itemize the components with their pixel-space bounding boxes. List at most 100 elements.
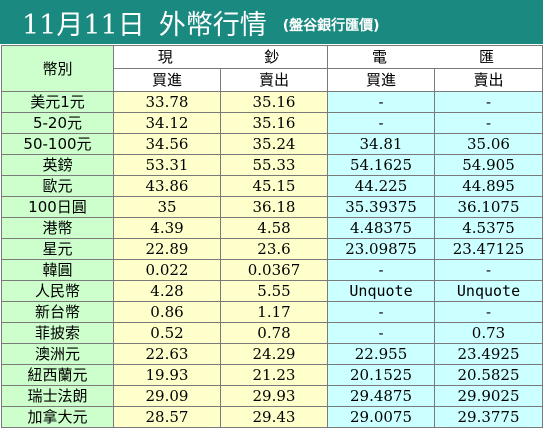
spot-sell-cell: 23.4925 — [434, 343, 543, 365]
cash-group-char-1: 現 — [157, 48, 177, 66]
spot-sell-cell: 54.905 — [434, 154, 543, 176]
currency-name-cell: 100日圓 — [1, 196, 114, 218]
currency-name-cell: 50-100元 — [1, 133, 114, 155]
cash-sell-cell: 23.6 — [220, 238, 328, 260]
spot-sell-cell: 4.5375 — [434, 217, 543, 239]
spot-buy-cell: 4.48375 — [327, 217, 435, 239]
currency-name-cell: 歐元 — [1, 175, 114, 197]
spot-sell-cell: 36.1075 — [434, 196, 543, 218]
currency-name-cell: 港幣 — [1, 217, 114, 239]
table-row: 瑞士法朗 29.09 29.93 29.4875 29.9025 — [1, 385, 543, 407]
rates-table-body: 美元1元 33.78 35.16- -5-20元 34.12 35.16- -50-100元… — [1, 91, 543, 428]
table-row: 韓圓 0.022 0.0367- - — [1, 259, 543, 281]
spot-sell-cell: 35.06 — [434, 133, 543, 155]
cash-sell-cell: 35.16 — [220, 112, 328, 134]
currency-name-cell: 瑞士法朗 — [1, 385, 114, 407]
table-row: 港幣 4.39 4.58 4.48375 4.5375 — [1, 217, 543, 239]
cash-buy-header: 買進 — [113, 68, 221, 92]
spot-group-char-2: 匯 — [478, 48, 498, 66]
cash-sell-cell: 1.17 — [220, 301, 328, 323]
cash-sell-cell: 4.58 — [220, 217, 328, 239]
currency-name-cell: 5-20元 — [1, 112, 114, 134]
spot-sell-cell: 29.3775 — [434, 406, 543, 428]
table-row: 5-20元 34.12 35.16- - — [1, 112, 543, 134]
spot-buy-cell: 29.4875 — [327, 385, 435, 407]
spot-group-char-1: 電 — [371, 48, 391, 66]
table-row: 加拿大元 28.57 29.43 29.0075 29.3775 — [1, 406, 543, 428]
cash-sell-cell: 5.55 — [220, 280, 328, 302]
currency-name-cell: 美元1元 — [1, 91, 114, 113]
table-row: 100日圓 35 36.18 35.39375 36.1075 — [1, 196, 543, 218]
table-row: 人民幣 4.28 5.55 Unquote Unquote — [1, 280, 543, 302]
table-row: 英鎊 53.31 55.33 54.1625 54.905 — [1, 154, 543, 176]
table-row: 紐西蘭元 19.93 21.23 20.1525 20.5825 — [1, 364, 543, 386]
rates-table: 幣別 現 鈔 電 匯 買進 賣出 買進 賣出 — [1, 45, 543, 428]
cash-buy-cell: 43.86 — [113, 175, 221, 197]
currency-name-cell: 星元 — [1, 238, 114, 260]
cash-buy-cell: 33.78 — [113, 91, 221, 113]
spot-sell-cell: 20.5825 — [434, 364, 543, 386]
spot-buy-cell: - — [327, 112, 435, 134]
cash-sell-cell: 45.15 — [220, 175, 328, 197]
cash-buy-cell: 22.89 — [113, 238, 221, 260]
spot-buy-cell: 34.81 — [327, 133, 435, 155]
table-row: 星元 22.89 23.6 23.09875 23.47125 — [1, 238, 543, 260]
currency-name-cell: 菲披索 — [1, 322, 114, 344]
spot-sell-cell: 23.47125 — [434, 238, 543, 260]
spot-sell-cell: 29.9025 — [434, 385, 543, 407]
cash-sell-cell: 29.43 — [220, 406, 328, 428]
title-date: 11月11日 — [22, 9, 145, 41]
spot-buy-cell: 35.39375 — [327, 196, 435, 218]
cash-sell-cell: 35.16 — [220, 91, 328, 113]
cash-sell-cell: 0.78 — [220, 322, 328, 344]
cash-buy-cell: 35 — [113, 196, 221, 218]
spot-buy-cell: - — [327, 301, 435, 323]
spot-buy-cell: 54.1625 — [327, 154, 435, 176]
cash-sell-header: 賣出 — [220, 68, 328, 92]
currency-column-header: 幣別 — [1, 45, 114, 92]
spot-buy-cell: 20.1525 — [327, 364, 435, 386]
cash-buy-cell: 34.12 — [113, 112, 221, 134]
spot-buy-cell: - — [327, 322, 435, 344]
currency-name-cell: 人民幣 — [1, 280, 114, 302]
table-row: 歐元 43.86 45.15 44.225 44.895 — [1, 175, 543, 197]
table-row: 美元1元 33.78 35.16- - — [1, 91, 543, 113]
spot-buy-cell: - — [327, 259, 435, 281]
header-row-subcolumns: 買進 賣出 買進 賣出 — [2, 68, 543, 92]
title-source: (盤谷銀行匯價) — [282, 18, 380, 34]
cash-buy-cell: 28.57 — [113, 406, 221, 428]
title-bar: 11月11日 外幣行情 (盤谷銀行匯價) — [0, 0, 543, 44]
spot-sell-header: 賣出 — [434, 68, 543, 92]
spot-buy-cell: 22.955 — [327, 343, 435, 365]
cash-sell-cell: 24.29 — [220, 343, 328, 365]
cash-buy-cell: 53.31 — [113, 154, 221, 176]
cash-group-char-2: 鈔 — [264, 48, 284, 66]
cash-sell-cell: 0.0367 — [220, 259, 328, 281]
cash-buy-cell: 19.93 — [113, 364, 221, 386]
spot-sell-cell: Unquote — [434, 280, 543, 302]
table-row: 澳洲元 22.63 24.29 22.955 23.4925 — [1, 343, 543, 365]
table-row: 50-100元 34.56 35.24 34.81 35.06 — [1, 133, 543, 155]
spot-sell-cell: - — [434, 112, 543, 134]
cash-buy-cell: 22.63 — [113, 343, 221, 365]
currency-name-cell: 澳洲元 — [1, 343, 114, 365]
spot-buy-cell: 29.0075 — [327, 406, 435, 428]
cash-buy-cell: 0.022 — [113, 259, 221, 281]
cash-sell-cell: 29.93 — [220, 385, 328, 407]
cash-sell-cell: 55.33 — [220, 154, 328, 176]
cash-sell-cell: 21.23 — [220, 364, 328, 386]
spot-sell-cell: 44.895 — [434, 175, 543, 197]
currency-name-cell: 英鎊 — [1, 154, 114, 176]
cash-buy-cell: 29.09 — [113, 385, 221, 407]
spot-buy-cell: 23.09875 — [327, 238, 435, 260]
spot-sell-cell: - — [434, 259, 543, 281]
cash-buy-cell: 0.52 — [113, 322, 221, 344]
table-row: 新台幣 0.86 1.17- - — [1, 301, 543, 323]
cash-buy-cell: 34.56 — [113, 133, 221, 155]
cash-buy-cell: 4.39 — [113, 217, 221, 239]
currency-name-cell: 韓圓 — [1, 259, 114, 281]
spot-buy-cell: 44.225 — [327, 175, 435, 197]
spot-buy-cell: Unquote — [327, 280, 435, 302]
currency-name-cell: 加拿大元 — [1, 406, 114, 428]
